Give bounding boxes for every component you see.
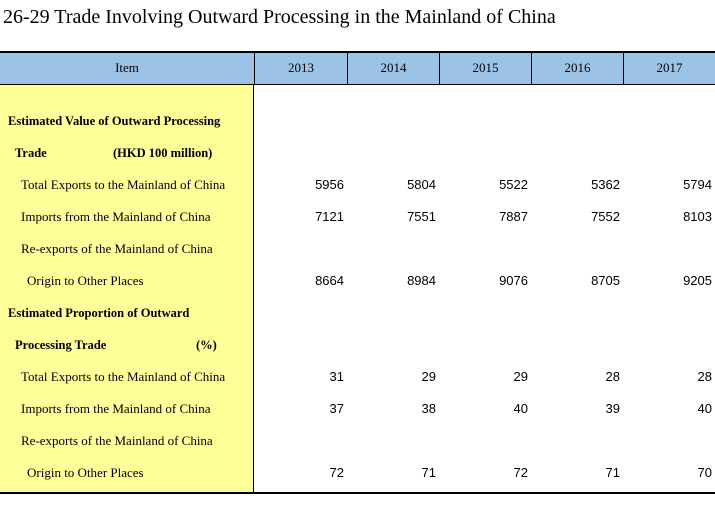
row-label: Re-exports of the Mainland of China	[21, 241, 213, 256]
value-cell: 5522	[499, 177, 528, 192]
value-cell: 5956	[315, 177, 344, 192]
value-cell: 5794	[683, 177, 712, 192]
table-row: Imports from the Mainland of China 7121 75…	[0, 201, 715, 233]
table-header-background	[0, 51, 715, 85]
table-row: Processing Trade (%)	[0, 329, 715, 361]
value-cell: 71	[421, 465, 436, 480]
value-cell: 39	[605, 401, 620, 416]
table-row: Trade (HKD 100 million)	[0, 137, 715, 169]
value-cell: 70	[697, 465, 712, 480]
header-cell-year: 2017	[623, 51, 715, 85]
value-cell: 7552	[591, 209, 620, 224]
row-label: Imports from the Mainland of China	[21, 209, 211, 224]
table-row: Re-exports of the Mainland of China	[0, 233, 715, 265]
row-label: Origin to Other Places	[27, 465, 144, 480]
table-row: Origin to Other Places 8664 8984 9076 8705 92…	[0, 265, 715, 297]
header-cell-year: 2013	[254, 51, 347, 85]
value-cell: 31	[329, 369, 344, 384]
value-cell: 8984	[407, 273, 436, 288]
row-label: Estimated Value of Outward Processing	[8, 114, 221, 128]
value-cell: 40	[513, 401, 528, 416]
value-cell: 29	[513, 369, 528, 384]
item-column-background	[0, 85, 254, 493]
value-cell: 71	[605, 465, 620, 480]
header-cell-year: 2015	[439, 51, 531, 85]
value-cell: 72	[513, 465, 528, 480]
table-row: Total Exports to the Mainland of China 31…	[0, 361, 715, 393]
value-cell: 72	[329, 465, 344, 480]
value-cell: 28	[697, 369, 712, 384]
value-cell: 8103	[683, 209, 712, 224]
row-label: Re-exports of the Mainland of China	[21, 433, 213, 448]
value-cell: 8664	[315, 273, 344, 288]
row-label: Imports from the Mainland of China	[21, 401, 211, 416]
row-label: Trade	[15, 146, 47, 160]
table-row: Origin to Other Places 72 71 72 71 70	[0, 457, 715, 489]
value-cell: 7551	[407, 209, 436, 224]
table-row: Estimated Proportion of Outward	[0, 297, 715, 329]
table-row: Re-exports of the Mainland of China	[0, 425, 715, 457]
row-label: Total Exports to the Mainland of China	[21, 369, 226, 384]
value-cell: 9076	[499, 273, 528, 288]
value-cell: 5362	[591, 177, 620, 192]
value-cell: 8705	[591, 273, 620, 288]
page-title: 26-29 Trade Involving Outward Processing…	[3, 6, 556, 28]
row-label: Total Exports to the Mainland of China	[21, 177, 226, 192]
header-cell-year: 2016	[531, 51, 623, 85]
value-cell: 38	[421, 401, 436, 416]
header-cell-year: 2014	[347, 51, 439, 85]
value-cell: 28	[605, 369, 620, 384]
value-cell: 29	[421, 369, 436, 384]
table-row: Estimated Value of Outward Processing	[0, 105, 715, 137]
unit-label: (%)	[196, 338, 217, 352]
table-row: Imports from the Mainland of China 37 38 40…	[0, 393, 715, 425]
value-cell: 7887	[499, 209, 528, 224]
value-cell: 37	[329, 401, 344, 416]
value-cell: 7121	[315, 209, 344, 224]
unit-label: (HKD 100 million)	[113, 146, 213, 160]
row-label: Processing Trade	[15, 338, 107, 352]
value-cell: 9205	[683, 273, 712, 288]
row-label: Estimated Proportion of Outward	[8, 306, 190, 320]
header-cell-item: Item	[115, 60, 139, 75]
row-label: Origin to Other Places	[27, 273, 144, 288]
value-cell: 5804	[407, 177, 436, 192]
table-bottom-rule	[0, 492, 715, 494]
value-cell: 40	[697, 401, 712, 416]
table-row: Total Exports to the Mainland of China 59…	[0, 169, 715, 201]
